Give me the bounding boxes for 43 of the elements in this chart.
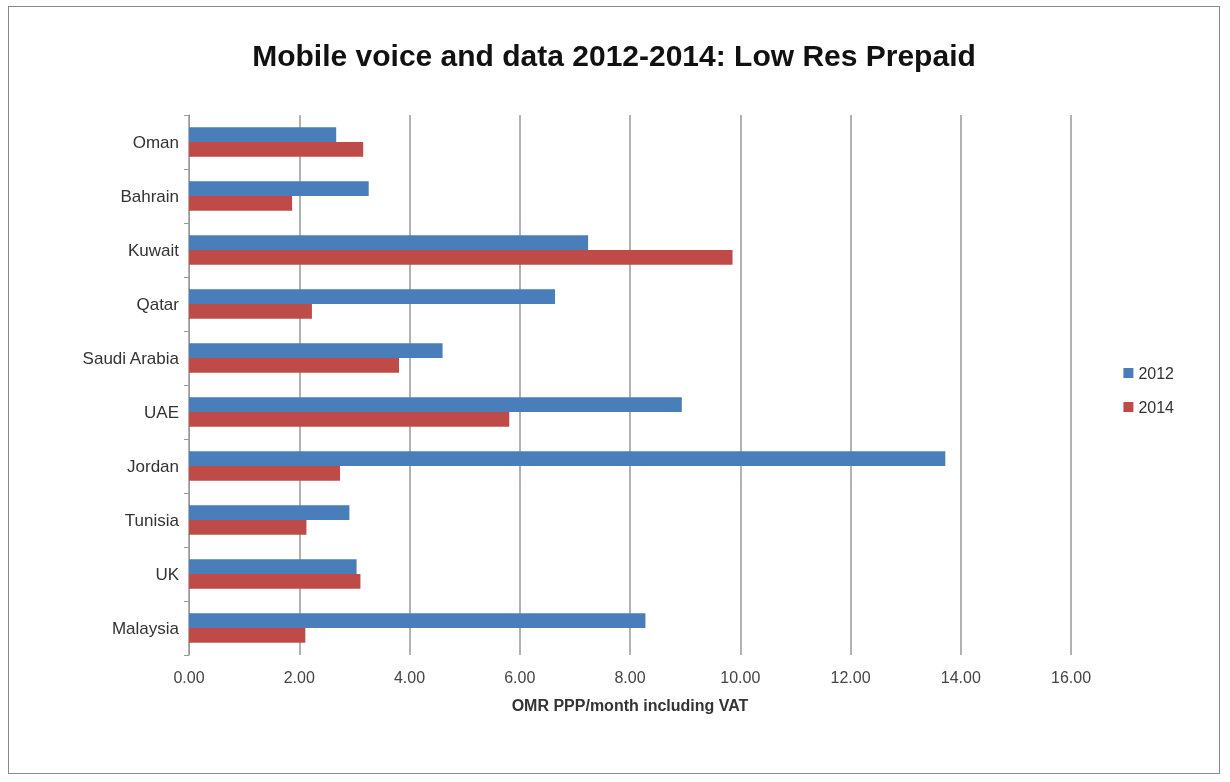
bar	[189, 127, 337, 142]
bar	[189, 574, 361, 589]
y-tick-label: Saudi Arabia	[82, 348, 180, 368]
legend-label: 2014	[1138, 398, 1175, 416]
y-tick-label: Qatar	[136, 294, 180, 314]
bar	[189, 613, 646, 628]
y-tick-label: Oman	[132, 132, 179, 152]
bar	[189, 451, 946, 466]
bar	[189, 358, 400, 373]
x-tick-label: 12.00	[830, 668, 871, 686]
bar	[189, 628, 306, 643]
x-tick-label: 2.00	[283, 668, 315, 686]
y-tick-label: Malaysia	[111, 618, 180, 638]
x-tick-label: 8.00	[614, 668, 646, 686]
bar	[189, 235, 589, 250]
bar	[189, 181, 369, 196]
x-tick-label: 10.00	[720, 668, 761, 686]
bar	[189, 304, 312, 319]
bar	[189, 250, 733, 265]
x-tick-label: 14.00	[940, 668, 981, 686]
bar	[189, 397, 682, 412]
bar	[189, 142, 364, 157]
x-tick-label: 16.00	[1050, 668, 1092, 686]
x-tick-label: 6.00	[504, 668, 536, 686]
y-tick-label: Jordan	[127, 456, 179, 476]
x-tick-label: 0.00	[173, 668, 205, 686]
legend-label: 2012	[1138, 364, 1175, 382]
bar	[189, 196, 293, 211]
x-axis-title: OMR PPP/month including VAT	[511, 696, 749, 714]
bar	[189, 289, 556, 304]
y-tick-label: Tunisia	[124, 510, 180, 530]
bar	[189, 466, 341, 481]
bar	[189, 343, 443, 358]
bar	[189, 520, 307, 535]
y-tick-label: Bahrain	[120, 186, 179, 206]
x-tick-label: 4.00	[393, 668, 426, 686]
bar	[189, 412, 510, 427]
bar	[189, 559, 357, 574]
bar	[189, 505, 350, 520]
y-tick-label: UAE	[144, 402, 179, 422]
y-tick-label: UK	[155, 564, 180, 584]
y-tick-label: Kuwait	[127, 240, 180, 260]
chart-title: Mobile voice and data 2012-2014: Low Res Prepaid	[252, 38, 976, 72]
